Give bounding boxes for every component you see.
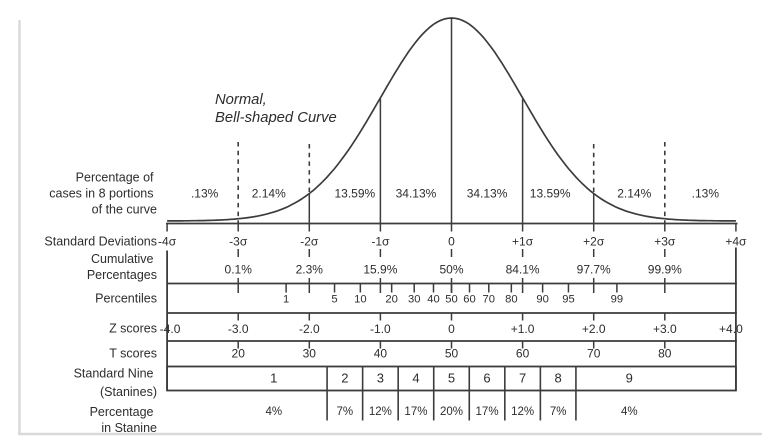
t-value: 50 (445, 347, 459, 361)
normal-curve-path (167, 17, 736, 222)
z-value: -1.0 (370, 322, 391, 336)
stanine-cell-value: 1 (270, 371, 277, 386)
percentile-value: 5 (331, 294, 337, 306)
z-value: -3.0 (228, 322, 249, 336)
label-percentiles: Percentiles (95, 292, 157, 306)
t-value: 30 (303, 347, 317, 361)
t-value: 60 (516, 347, 530, 361)
percentile-value: 1 (283, 294, 289, 306)
t-value: 40 (374, 347, 388, 361)
cumulative-value: 15.9% (363, 263, 397, 277)
percentile-value: 70 (483, 294, 495, 306)
percentile-value: 80 (505, 294, 517, 306)
label-cumulative-percentages: Cumulative Percentages (87, 252, 157, 282)
portion-value: 34.13% (396, 187, 437, 201)
z-value: +2.0 (582, 322, 606, 336)
cumulative-value: 50% (439, 263, 463, 277)
sd-value: +4σ (725, 235, 747, 249)
percentile-value: 50 (445, 294, 457, 306)
stanine-pct-value: 17% (476, 406, 499, 418)
cumulative-value: 0.1% (225, 263, 253, 277)
label-t-scores: T scores (109, 347, 157, 361)
t-value: 80 (658, 347, 672, 361)
z-value: +3.0 (653, 322, 677, 336)
sd-value: -1σ (371, 235, 390, 249)
label-stanines: Standard Nine (Stanines) (74, 367, 157, 400)
percentile-value: 10 (354, 294, 366, 306)
sd-value: -2σ (300, 235, 319, 249)
stanine-cell-value: 6 (483, 371, 490, 386)
cumulative-value: 2.3% (296, 263, 324, 277)
stanine-cell-value: 4 (412, 371, 419, 386)
stanine-pct-value: 7% (337, 406, 354, 418)
t-value: 70 (587, 347, 601, 361)
label-z-scores: Z scores (109, 322, 157, 336)
z-value: +4.0 (719, 322, 743, 336)
stanine-pct-value: 7% (550, 406, 567, 418)
cumulative-value: 84.1% (506, 263, 540, 277)
label-standard-deviations: Standard Deviations (44, 235, 157, 249)
percentile-value: 20 (385, 294, 397, 306)
stanine-cell-value: 5 (448, 371, 455, 386)
z-value: 0 (448, 322, 455, 336)
percentile-value: 60 (463, 294, 475, 306)
percentile-value: 40 (427, 294, 439, 306)
percentile-value: 30 (408, 294, 420, 306)
portion-value: 2.14% (252, 187, 286, 201)
label-stanine-percentage: Percentage in Stanine (90, 405, 157, 435)
stanine-cell-value: 2 (341, 371, 348, 386)
portion-value: 13.59% (530, 187, 571, 201)
z-value: -4.0 (160, 322, 181, 336)
z-value: -2.0 (299, 322, 320, 336)
stanine-pct-value: 17% (404, 406, 427, 418)
scan-border (18, 20, 762, 436)
stanine-cell-value: 3 (377, 371, 384, 386)
sd-value: -3σ (229, 235, 248, 249)
curve-title: Normal, Bell-shaped Curve (215, 92, 337, 126)
stanine-pct-value: 12% (369, 406, 392, 418)
value-labels-layer: .13% 2.14% 13.59% 34.13% 34.13% 13.59% 2.14% .1… (158, 187, 747, 419)
portion-value: .13% (692, 187, 720, 201)
sd-value: -4σ (158, 235, 177, 249)
stanine-pct-value: 20% (440, 406, 463, 418)
stanine-cell-value: 8 (555, 371, 562, 386)
stanine-cell-value: 7 (519, 371, 526, 386)
t-value: 20 (232, 347, 246, 361)
tick-marks-layer (166, 223, 737, 349)
z-value: +1.0 (511, 322, 535, 336)
portion-value: .13% (191, 187, 219, 201)
percentile-value: 95 (562, 294, 574, 306)
percentile-value: 90 (536, 294, 548, 306)
sd-value: +2σ (583, 235, 605, 249)
stanine-pct-value: 4% (621, 406, 638, 418)
cumulative-value: 99.9% (648, 263, 682, 277)
portion-value: 13.59% (334, 187, 375, 201)
percentile-value: 99 (611, 294, 623, 306)
portion-value: 34.13% (467, 187, 508, 201)
stanine-cell-value: 9 (626, 371, 633, 386)
stanine-pct-value: 4% (265, 406, 282, 418)
curve-layer (167, 17, 736, 222)
sd-value: 0 (448, 235, 455, 249)
label-portions: Percentage of cases in 8 portions of the… (49, 171, 157, 217)
sd-value: +3σ (654, 235, 676, 249)
portion-value: 2.14% (617, 187, 651, 201)
cumulative-value: 97.7% (577, 263, 611, 277)
stanine-box (166, 365, 737, 392)
stanine-pct-value: 12% (511, 406, 534, 418)
sd-value: +1σ (512, 235, 534, 249)
